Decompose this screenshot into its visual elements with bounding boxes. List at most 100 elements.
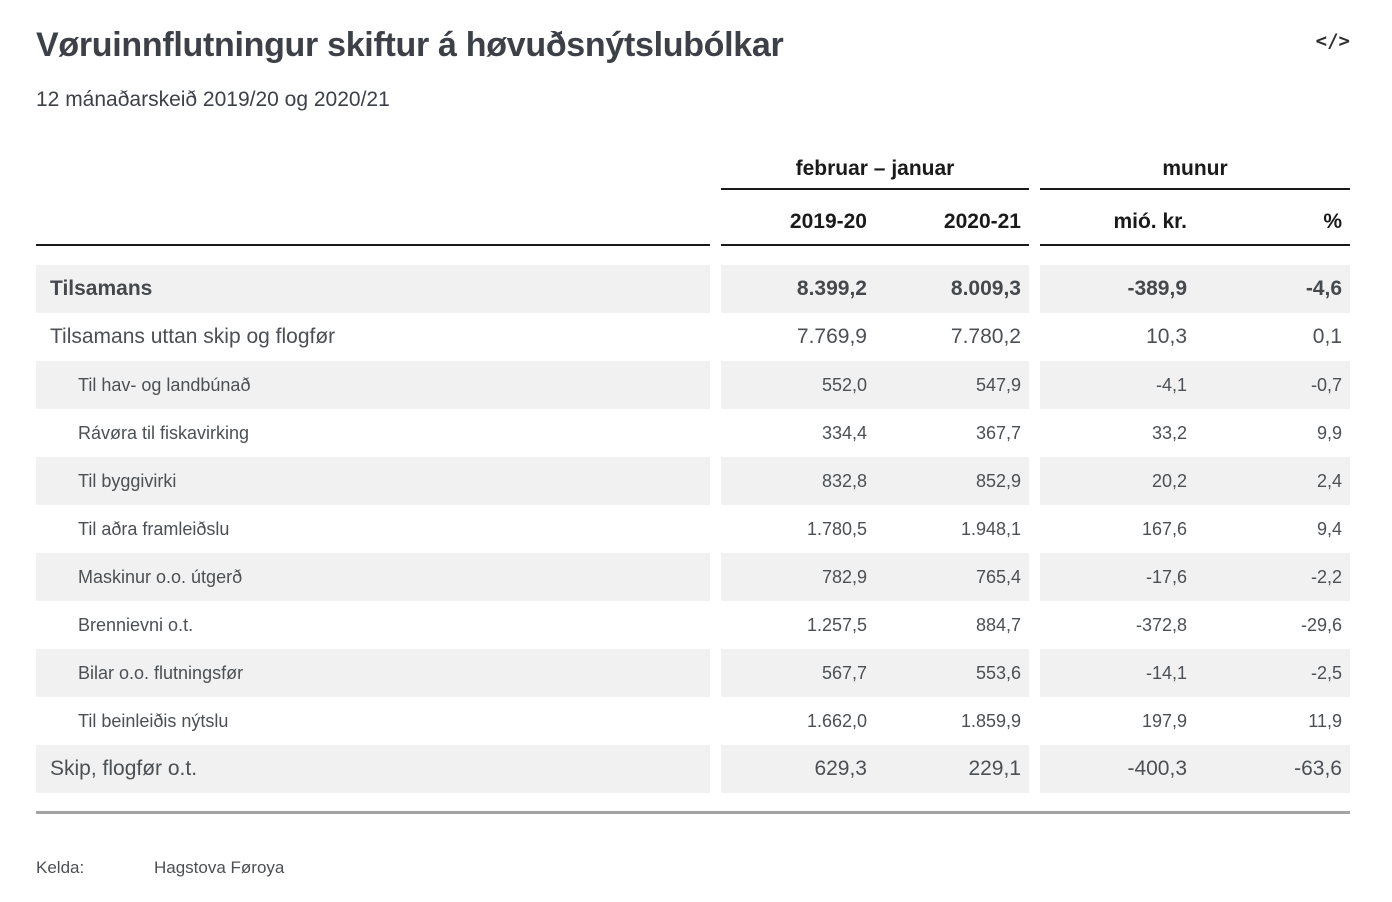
source-value: Hagstova Føroya	[154, 858, 285, 878]
value-2019-20: 334,4	[821, 422, 867, 443]
value-diff-pct: -29,6	[1300, 614, 1342, 635]
column-gap	[710, 313, 721, 361]
imports-table: februar – januar munur 2019-20 2020-21 m…	[36, 150, 1350, 815]
row-period-values: 334,4 367,7	[721, 409, 1029, 457]
row-diff-values: 33,2 9,9	[1040, 409, 1350, 457]
col-header-2020-21: 2020-21	[943, 210, 1021, 234]
col-group-period: februar – januar	[721, 150, 1029, 191]
column-gap	[710, 505, 721, 553]
value-diff-kr: -17,6	[1145, 566, 1187, 587]
column-gap	[1029, 553, 1040, 601]
table-column-header-row: 2019-20 2020-21 mió. kr. %	[36, 190, 1350, 247]
value-2020-21: 8.009,3	[950, 277, 1021, 301]
column-gap	[710, 553, 721, 601]
row-diff-values: -389,9 -4,6	[1040, 265, 1350, 314]
row-label: Til beinleiðis nýtslu	[78, 710, 229, 731]
value-2019-20: 1.780,5	[806, 518, 867, 539]
table-row: Brennievni o.t. 1.257,5 884,7 -372,8 -29…	[36, 601, 1350, 649]
column-gap	[710, 409, 721, 457]
value-diff-kr: 197,9	[1141, 710, 1187, 731]
value-diff-pct: -0,7	[1310, 374, 1342, 395]
table-bottom-rule	[36, 811, 1350, 815]
row-label: Til hav- og landbúnað	[36, 361, 710, 410]
code-embed-icon: </>	[1315, 30, 1350, 52]
table-row: Tilsamans uttan skip og flogfør 7.769,9 …	[36, 313, 1350, 361]
table-row: Bilar o.o. flutningsfør 567,7 553,6 -14,…	[36, 649, 1350, 698]
table-row: Til beinleiðis nýtslu 1.662,0 1.859,9 19…	[36, 697, 1350, 745]
value-2020-21: 852,9	[975, 470, 1021, 491]
table-row: Maskinur o.o. útgerð 782,9 765,4 -17,6 -…	[36, 553, 1350, 602]
row-label: Rávøra til fiskavirking	[78, 422, 250, 443]
column-gap	[710, 649, 721, 697]
embed-code-button[interactable]: </>	[1316, 30, 1350, 52]
column-gap	[710, 601, 721, 649]
row-diff-values: 10,3 0,1	[1040, 313, 1350, 361]
row-period-values: 1.662,0 1.859,9	[721, 697, 1029, 745]
row-label: Brennievni o.t.	[78, 614, 194, 635]
page-container: </> Vøruinnflutningur skiftur á høvuðsný…	[36, 0, 1350, 878]
row-diff-values: -14,1 -2,5	[1040, 649, 1350, 698]
value-2020-21: 7.780,2	[950, 325, 1021, 349]
value-2020-21: 765,4	[975, 566, 1021, 587]
column-gap	[1029, 745, 1040, 793]
table-body: Tilsamans 8.399,2 8.009,3 -389,9 -4,6 Ti…	[36, 265, 1350, 794]
row-period-values: 782,9 765,4	[721, 553, 1029, 602]
value-2019-20: 567,7	[821, 662, 867, 683]
row-period-values: 567,7 553,6	[721, 649, 1029, 698]
column-gap	[1029, 505, 1040, 553]
row-label: Tilsamans	[36, 265, 710, 314]
value-diff-pct: -63,6	[1294, 757, 1342, 781]
row-period-values: 629,3 229,1	[721, 745, 1029, 794]
value-2019-20: 1.662,0	[806, 710, 867, 731]
value-diff-kr: 20,2	[1151, 470, 1187, 491]
row-diff-values: -17,6 -2,2	[1040, 553, 1350, 602]
value-diff-kr: 10,3	[1146, 325, 1187, 349]
row-period-values: 552,0 547,9	[721, 361, 1029, 410]
value-diff-pct: 0,1	[1312, 325, 1342, 349]
value-2020-21: 1.948,1	[960, 518, 1021, 539]
column-gap	[710, 745, 721, 793]
value-diff-kr: -389,9	[1127, 277, 1187, 301]
table-row: Til byggivirki 832,8 852,9 20,2 2,4	[36, 457, 1350, 506]
value-2019-20: 8.399,2	[796, 277, 867, 301]
table-row: Tilsamans 8.399,2 8.009,3 -389,9 -4,6	[36, 265, 1350, 314]
row-diff-values: -400,3 -63,6	[1040, 745, 1350, 794]
row-label: Skip, flogfør o.t.	[36, 745, 710, 794]
value-2019-20: 7.769,9	[796, 325, 867, 349]
value-2019-20: 552,0	[821, 374, 867, 395]
period-column-headers: 2019-20 2020-21	[721, 190, 1029, 247]
column-gap	[710, 697, 721, 745]
row-diff-values: -372,8 -29,6	[1040, 601, 1350, 649]
value-diff-kr: 33,2	[1151, 422, 1187, 443]
value-2019-20: 832,8	[821, 470, 867, 491]
page-title: Vøruinnflutningur skiftur á høvuðsnýtslu…	[36, 26, 784, 64]
value-diff-pct: 2,4	[1316, 470, 1342, 491]
row-period-values: 832,8 852,9	[721, 457, 1029, 506]
column-gap	[1029, 601, 1040, 649]
row-label: Tilsamans uttan skip og flogfør	[50, 325, 336, 349]
column-gap	[710, 361, 721, 409]
value-diff-kr: -400,3	[1127, 757, 1187, 781]
row-label: Maskinur o.o. útgerð	[36, 553, 710, 602]
value-diff-kr: -4,1	[1155, 374, 1187, 395]
column-gap	[1029, 361, 1040, 409]
column-gap	[1029, 649, 1040, 697]
col-header-2019-20: 2019-20	[789, 210, 867, 234]
table-row: Skip, flogfør o.t. 629,3 229,1 -400,3 -6…	[36, 745, 1350, 794]
column-gap	[710, 265, 721, 313]
source-label: Kelda:	[36, 858, 85, 878]
table-row: Til hav- og landbúnað 552,0 547,9 -4,1 -…	[36, 361, 1350, 410]
value-diff-kr: 167,6	[1141, 518, 1187, 539]
row-label: Til aðra framleiðslu	[78, 518, 230, 539]
row-period-values: 1.257,5 884,7	[721, 601, 1029, 649]
value-2020-21: 553,6	[975, 662, 1021, 683]
value-2020-21: 367,7	[975, 422, 1021, 443]
column-gap	[1029, 190, 1040, 246]
col-group-diff: munur	[1040, 150, 1350, 191]
row-period-values: 1.780,5 1.948,1	[721, 505, 1029, 553]
value-diff-pct: 9,9	[1316, 422, 1342, 443]
column-gap	[1029, 409, 1040, 457]
value-diff-kr: -372,8	[1135, 614, 1187, 635]
value-diff-pct: -4,6	[1305, 277, 1342, 301]
row-diff-values: -4,1 -0,7	[1040, 361, 1350, 410]
